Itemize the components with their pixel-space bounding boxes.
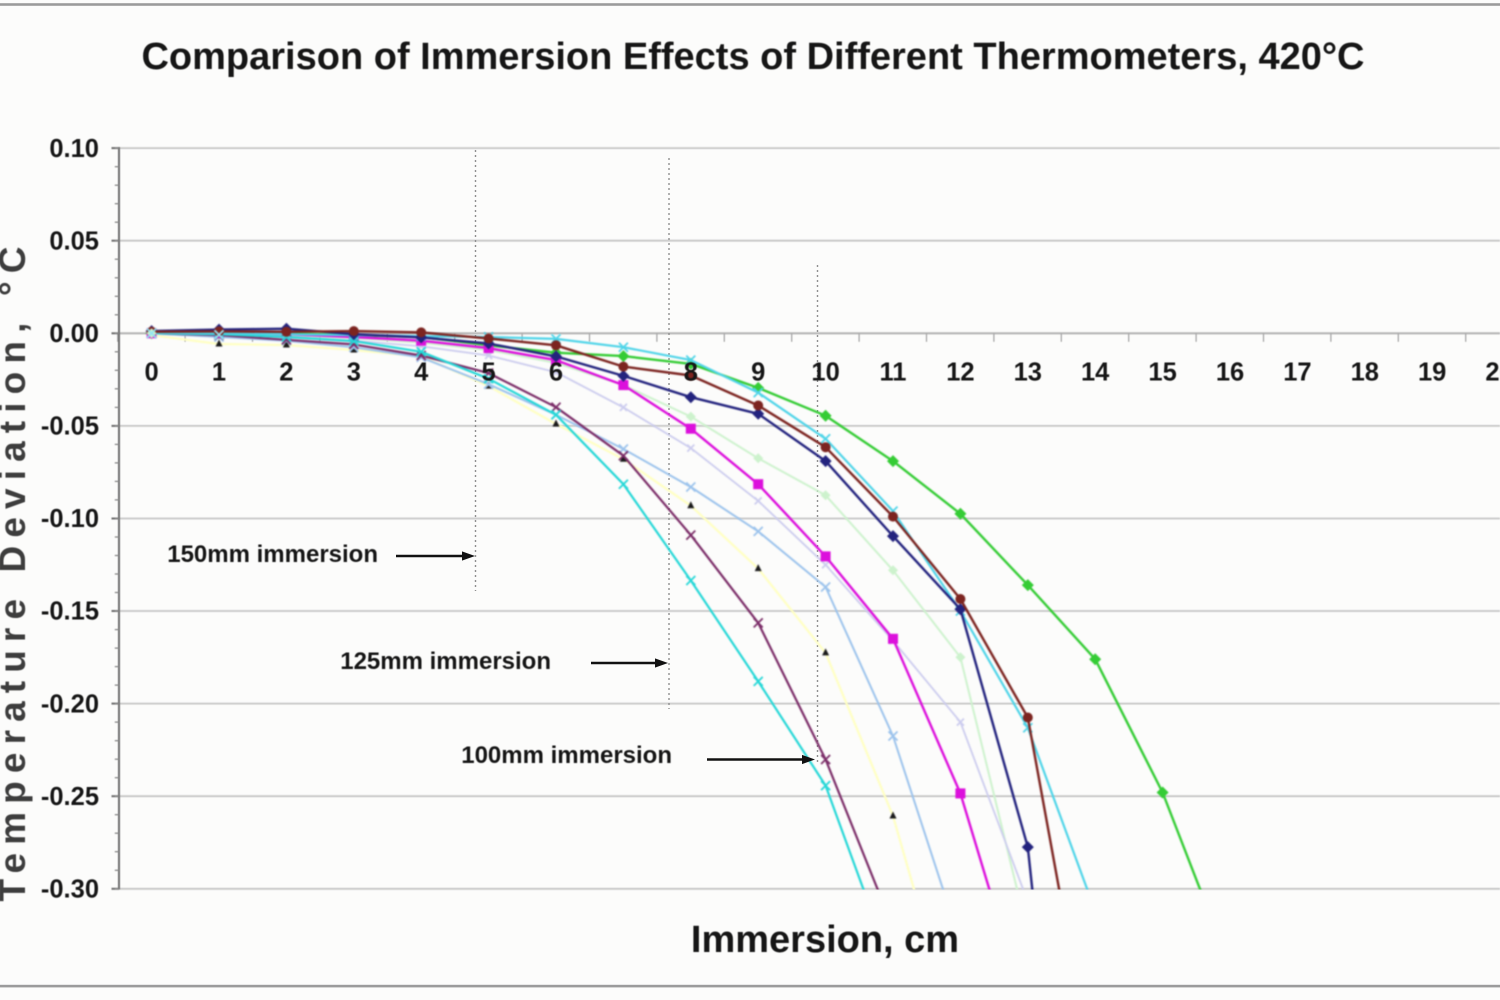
svg-text:4: 4 — [414, 359, 429, 387]
svg-text:150mm immersion: 150mm immersion — [167, 541, 378, 568]
svg-text:0.00: 0.00 — [49, 320, 99, 348]
svg-text:10: 10 — [811, 359, 839, 387]
svg-text:0.05: 0.05 — [49, 227, 99, 255]
svg-text:18: 18 — [1351, 359, 1379, 387]
svg-text:-0.25: -0.25 — [41, 783, 99, 811]
svg-text:20: 20 — [1485, 359, 1500, 387]
svg-text:125mm immersion: 125mm immersion — [340, 648, 551, 675]
svg-text:-0.10: -0.10 — [41, 505, 99, 533]
svg-text:8: 8 — [684, 359, 698, 387]
svg-text:6: 6 — [549, 359, 563, 387]
svg-text:-0.15: -0.15 — [41, 598, 99, 626]
svg-text:16: 16 — [1216, 359, 1244, 387]
svg-text:14: 14 — [1081, 359, 1110, 387]
svg-text:11: 11 — [880, 359, 907, 387]
svg-text:9: 9 — [751, 359, 765, 387]
svg-text:3: 3 — [347, 359, 361, 387]
svg-text:12: 12 — [946, 359, 974, 387]
svg-text:13: 13 — [1014, 359, 1042, 387]
svg-text:-0.30: -0.30 — [41, 876, 99, 904]
svg-text:15: 15 — [1148, 359, 1176, 387]
svg-text:-0.20: -0.20 — [41, 690, 99, 718]
svg-text:19: 19 — [1418, 359, 1446, 387]
svg-text:0.10: 0.10 — [49, 135, 99, 163]
svg-text:2: 2 — [279, 359, 293, 387]
svg-text:Comparison of Immersion Effect: Comparison of Immersion Effects of Diffe… — [141, 36, 1364, 78]
svg-text:Immersion, cm: Immersion, cm — [691, 919, 959, 961]
svg-text:5: 5 — [482, 359, 496, 387]
svg-text:0: 0 — [145, 359, 159, 387]
svg-text:100mm immersion: 100mm immersion — [461, 742, 672, 769]
svg-text:17: 17 — [1283, 359, 1311, 387]
svg-text:-0.05: -0.05 — [41, 413, 99, 441]
svg-text:1: 1 — [212, 359, 226, 387]
